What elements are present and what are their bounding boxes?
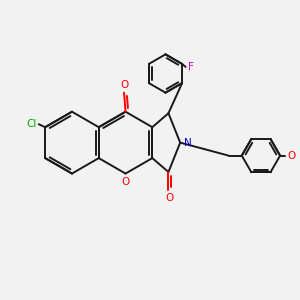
- Text: O: O: [120, 80, 128, 90]
- Text: O: O: [166, 193, 174, 202]
- Text: Cl: Cl: [27, 119, 37, 129]
- Text: N: N: [184, 138, 191, 148]
- Text: F: F: [188, 62, 194, 72]
- Text: O: O: [122, 177, 130, 187]
- Text: O: O: [287, 151, 295, 160]
